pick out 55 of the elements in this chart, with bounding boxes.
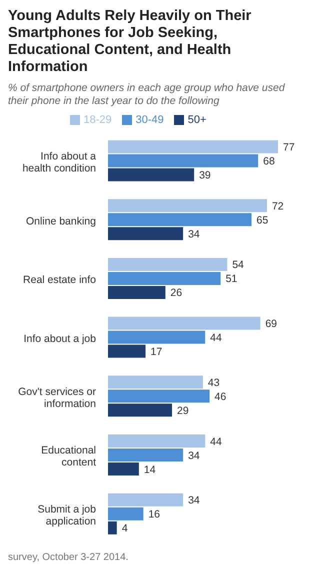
y-tick-label: Info about a job [24, 333, 96, 345]
data-label: 44 [210, 332, 222, 344]
bar [108, 434, 206, 448]
bar [108, 316, 260, 330]
bar [108, 227, 184, 240]
bar [108, 404, 172, 417]
bar [108, 286, 166, 299]
data-label: 39 [199, 169, 211, 182]
bar [108, 140, 278, 154]
bar [108, 448, 184, 462]
bar [108, 199, 267, 212]
bar [108, 168, 194, 182]
bar [108, 344, 146, 358]
y-tick-label: Online banking [26, 215, 96, 228]
data-label: 54 [232, 259, 244, 272]
data-label: 29 [177, 404, 189, 417]
legend-label: 30-49 [136, 114, 164, 126]
bar [108, 376, 203, 389]
data-label: 17 [150, 346, 162, 358]
data-label: 68 [263, 155, 275, 168]
data-label: 69 [265, 318, 278, 330]
data-label: 26 [170, 287, 182, 300]
chart-subtitle: % of smartphone owners in each age group who have used their phone in the last year to do the following [8, 82, 286, 108]
bar [108, 154, 258, 168]
bar [108, 272, 221, 285]
legend-label: 18-29 [84, 114, 112, 126]
text: survey, October 3-27 2014. [8, 552, 130, 563]
legend-label: 50+ [188, 114, 206, 126]
y-tick-label: Submit a job application [38, 504, 96, 528]
bar [108, 521, 117, 534]
y-tick-label: Educational content [41, 444, 96, 469]
data-label: 4 [122, 522, 128, 535]
bar [108, 390, 210, 403]
data-label: 77 [283, 141, 295, 154]
data-label: 16 [148, 508, 160, 521]
data-label: 34 [188, 228, 200, 240]
bar [108, 330, 206, 344]
data-label: 51 [226, 273, 238, 286]
data-label: 44 [210, 436, 222, 448]
y-tick-label: Info about a health condition [22, 150, 96, 174]
bar [108, 507, 144, 520]
y-tick-label: Gov't services or information [18, 386, 96, 410]
bar [108, 493, 184, 506]
data-label: 65 [256, 214, 268, 226]
bar [108, 213, 252, 226]
bar [108, 258, 228, 271]
data-label: 43 [208, 376, 220, 389]
y-tick-label: Real estate info [23, 274, 96, 286]
data-label: 34 [188, 494, 200, 507]
chart-title: Young Adults Rely Heavily on Their Smartphones for Job Seeking, Educational Content, and Health Information [8, 8, 252, 76]
data-label: 14 [144, 464, 156, 476]
bar [108, 462, 139, 476]
data-label: 72 [272, 200, 284, 212]
data-label: 34 [188, 450, 200, 462]
data-label: 46 [214, 390, 226, 403]
